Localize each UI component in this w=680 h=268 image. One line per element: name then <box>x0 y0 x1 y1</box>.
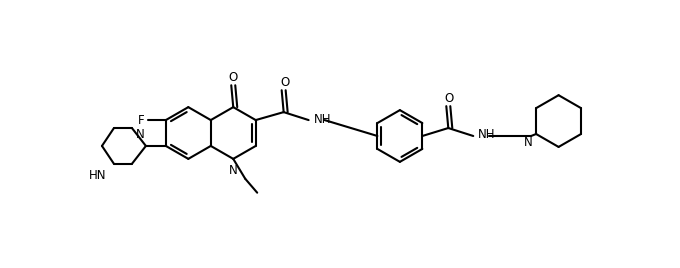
Text: O: O <box>228 71 238 84</box>
Text: N: N <box>136 128 145 141</box>
Text: O: O <box>445 92 454 105</box>
Text: O: O <box>280 76 289 89</box>
Text: HN: HN <box>88 169 106 182</box>
Text: N: N <box>524 136 533 149</box>
Text: F: F <box>137 114 144 126</box>
Text: N: N <box>229 164 237 177</box>
Text: NH: NH <box>313 113 331 126</box>
Text: NH: NH <box>478 128 496 142</box>
